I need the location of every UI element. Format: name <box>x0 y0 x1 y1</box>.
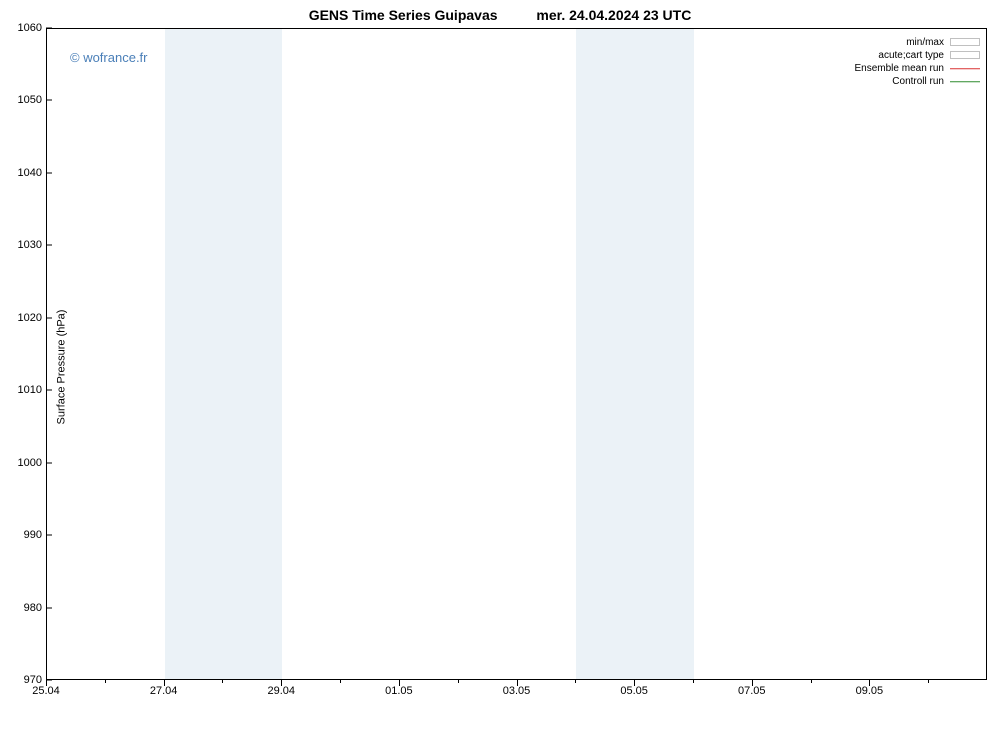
x-minor-tick <box>458 680 459 683</box>
y-tick-mark <box>46 462 52 463</box>
legend-item: acute;cart type <box>855 49 981 62</box>
x-tick-label: 09.05 <box>856 685 884 697</box>
y-tick-mark <box>46 100 52 101</box>
x-tick-mark <box>164 680 165 686</box>
legend-item: Ensemble mean run <box>855 62 981 75</box>
x-tick-mark <box>46 680 47 686</box>
chart-title: GENS Time Series Guipavas mer. 24.04.202… <box>0 7 1000 23</box>
y-tick-label: 1060 <box>18 22 42 34</box>
x-tick-label: 03.05 <box>503 685 531 697</box>
y-axis-label: Surface Pressure (hPa) <box>55 309 67 424</box>
legend-label: Ensemble mean run <box>855 62 945 75</box>
legend-label: acute;cart type <box>878 49 944 62</box>
y-tick-label: 1040 <box>18 167 42 179</box>
x-tick-mark <box>517 680 518 686</box>
x-tick-label: 05.05 <box>620 685 648 697</box>
x-tick-label: 25.04 <box>32 685 60 697</box>
shaded-band <box>165 29 224 679</box>
y-tick-mark <box>46 172 52 173</box>
plot-area <box>46 28 987 680</box>
x-tick-label: 07.05 <box>738 685 766 697</box>
x-tick-mark <box>634 680 635 686</box>
x-tick-label: 27.04 <box>150 685 178 697</box>
y-tick-label: 1050 <box>18 94 42 106</box>
legend-swatch <box>950 51 980 61</box>
shaded-band <box>635 29 694 679</box>
x-minor-tick <box>340 680 341 683</box>
legend-swatch <box>950 64 980 74</box>
y-tick-mark <box>46 390 52 391</box>
y-tick-mark <box>46 317 52 318</box>
legend-swatch <box>950 38 980 48</box>
x-minor-tick <box>928 680 929 683</box>
x-minor-tick <box>105 680 106 683</box>
legend-label: min/max <box>906 36 944 49</box>
chart-title-main: GENS Time Series Guipavas <box>309 7 498 23</box>
x-minor-tick <box>811 680 812 683</box>
shaded-band <box>223 29 282 679</box>
chart-container: GENS Time Series Guipavas mer. 24.04.202… <box>0 0 1000 733</box>
y-tick-mark <box>46 28 52 29</box>
y-tick-label: 1010 <box>18 384 42 396</box>
y-tick-mark <box>46 535 52 536</box>
x-minor-tick <box>693 680 694 683</box>
shaded-band <box>576 29 635 679</box>
legend-label: Controll run <box>892 75 944 88</box>
legend-swatch <box>950 77 980 87</box>
y-tick-mark <box>46 607 52 608</box>
y-tick-label: 1030 <box>18 239 42 251</box>
chart-title-date: mer. 24.04.2024 23 UTC <box>536 7 691 23</box>
y-tick-label: 1000 <box>18 457 42 469</box>
y-tick-label: 990 <box>24 529 42 541</box>
x-tick-mark <box>752 680 753 686</box>
y-tick-mark <box>46 245 52 246</box>
watermark: © wofrance.fr <box>70 50 148 65</box>
legend-item: min/max <box>855 36 981 49</box>
x-tick-mark <box>281 680 282 686</box>
y-tick-label: 1020 <box>18 312 42 324</box>
x-tick-label: 29.04 <box>267 685 295 697</box>
legend-item: Controll run <box>855 75 981 88</box>
x-tick-mark <box>869 680 870 686</box>
x-minor-tick <box>575 680 576 683</box>
x-tick-mark <box>399 680 400 686</box>
legend: min/maxacute;cart typeEnsemble mean runC… <box>855 36 981 88</box>
x-minor-tick <box>222 680 223 683</box>
x-tick-label: 01.05 <box>385 685 413 697</box>
y-tick-label: 980 <box>24 602 42 614</box>
